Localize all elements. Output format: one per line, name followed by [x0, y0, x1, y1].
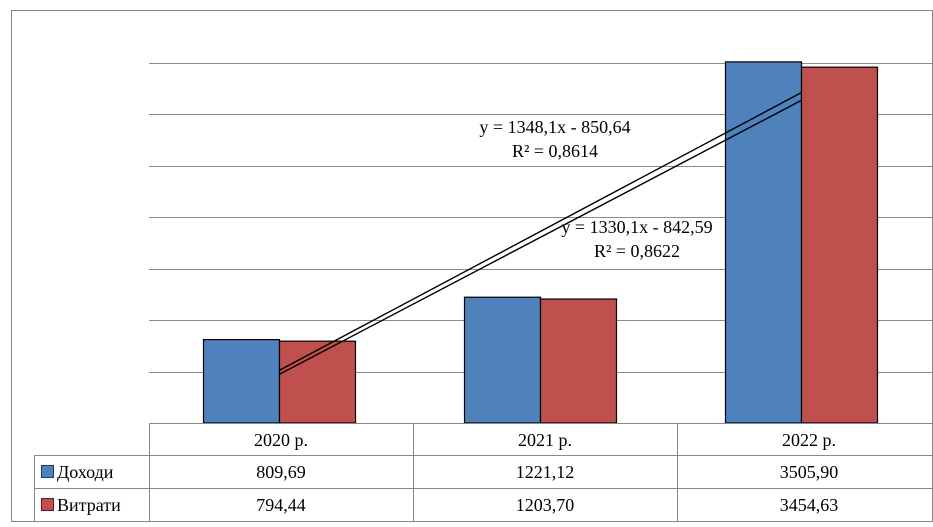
trend-equation-vytraty: y = 1330,1x - 842,59: [561, 217, 712, 237]
trendline-vytraty: [279, 99, 802, 375]
table-cell-vytraty-2021: 1203,70: [516, 495, 575, 515]
table-header-2022: 2022 р.: [782, 430, 836, 450]
bar-dokhody-2: [724, 61, 803, 424]
legend-key-dokhody: [41, 465, 54, 478]
trend-r2-vytraty: R² = 0,8622: [594, 241, 680, 261]
table-header-2021: 2021 р.: [518, 430, 572, 450]
table-row-label-dokhody: Доходи: [57, 462, 114, 482]
bar-dokhody-1: [463, 296, 542, 424]
bars: [202, 61, 879, 424]
bar-vytraty-2: [800, 66, 879, 424]
table-cell-vytraty-2020: 794,44: [256, 495, 306, 515]
bar-vytraty-0: [278, 340, 357, 424]
table-cell-dokhody-2020: 809,69: [256, 462, 306, 482]
table-cell-vytraty-2022: 3454,63: [780, 495, 839, 515]
trendlines: [279, 91, 802, 375]
table-header-2020: 2020 р.: [254, 430, 308, 450]
bar-vytraty-1: [539, 298, 618, 424]
table-cell-dokhody-2021: 1221,12: [516, 462, 575, 482]
trend-equation-dokhody: y = 1348,1x - 850,64: [479, 117, 630, 137]
legend-key-vytraty: [41, 498, 54, 511]
table-row-label-vytraty: Витрати: [57, 495, 121, 515]
bar-dokhody-0: [202, 339, 281, 424]
trendline-dokhody: [279, 91, 802, 371]
data-table: [34, 423, 932, 522]
table-cell-dokhody-2022: 3505,90: [780, 462, 839, 482]
trend-r2-dokhody: R² = 0,8614: [512, 141, 598, 161]
